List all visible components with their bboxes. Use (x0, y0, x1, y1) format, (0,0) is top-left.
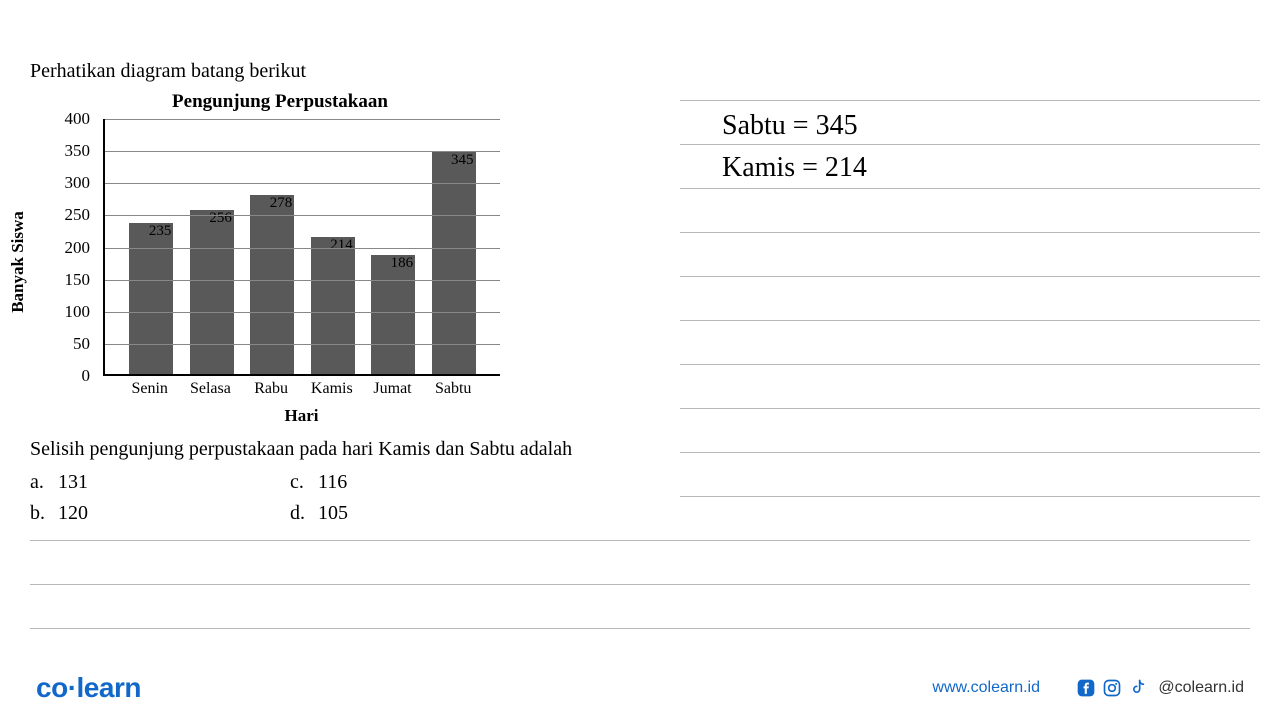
tiktok-icon (1128, 678, 1148, 698)
bar-chart: Banyak Siswa 050100150200250300350400 23… (30, 119, 500, 404)
bar: 345 (432, 152, 476, 374)
ruled-line (680, 232, 1260, 233)
option-a-value: 131 (58, 471, 88, 493)
handwritten-line-1: Sabtu = 345 (722, 110, 858, 142)
y-tick: 50 (55, 334, 90, 354)
bar: 214 (311, 237, 355, 374)
x-tick: Rabu (249, 376, 293, 404)
bar: 256 (190, 210, 234, 374)
y-tick: 100 (55, 302, 90, 322)
ruled-line (680, 364, 1260, 365)
handwritten-line-2: Kamis = 214 (722, 152, 867, 184)
page-rule (30, 540, 1250, 541)
bar: 278 (250, 195, 294, 374)
bar-value-label: 214 (330, 237, 353, 254)
y-tick: 250 (55, 205, 90, 225)
option-b-value: 120 (58, 502, 88, 524)
y-tick: 200 (55, 238, 90, 258)
ruled-line (680, 320, 1260, 321)
ruled-line (680, 276, 1260, 277)
gridline (105, 119, 500, 120)
answer-options: a.131 c.116 b.120 d.105 (30, 471, 640, 525)
ruled-line (680, 496, 1260, 497)
gridline (105, 248, 500, 249)
y-tick: 150 (55, 270, 90, 290)
bar-value-label: 235 (149, 223, 172, 240)
gridline (105, 280, 500, 281)
gridline (105, 312, 500, 313)
bar-value-label: 278 (270, 195, 293, 212)
option-a: a.131 (30, 471, 290, 494)
y-tick: 400 (55, 109, 90, 129)
instruction-text: Perhatikan diagram batang berikut (30, 60, 640, 83)
social-links: @colearn.id (1076, 678, 1244, 698)
ruled-line (680, 452, 1260, 453)
y-tick: 300 (55, 173, 90, 193)
question-text: Selisih pengunjung perpustakaan pada har… (30, 438, 640, 461)
bar-value-label: 186 (391, 255, 414, 272)
x-tick: Selasa (188, 376, 232, 404)
footer: co·learn www.colearn.id @colearn.id (0, 656, 1280, 720)
ruled-line (680, 408, 1260, 409)
page-rule (30, 584, 1250, 585)
social-handle: @colearn.id (1158, 679, 1244, 697)
logo-part-1: co (36, 672, 68, 703)
instagram-icon (1102, 678, 1122, 698)
notes-area: Sabtu = 345 Kamis = 214 (660, 0, 1280, 620)
gridline (105, 183, 500, 184)
bar-value-label: 345 (451, 152, 474, 169)
option-d: d.105 (290, 502, 550, 525)
ruled-line (680, 188, 1260, 189)
option-b: b.120 (30, 502, 290, 525)
ruled-line (680, 100, 1260, 101)
bar-value-label: 256 (209, 210, 232, 227)
option-c: c.116 (290, 471, 550, 494)
gridline (105, 344, 500, 345)
x-tick: Jumat (371, 376, 415, 404)
x-tick: Kamis (310, 376, 354, 404)
x-axis-label: Hari (103, 406, 500, 426)
x-tick: Senin (128, 376, 172, 404)
option-c-value: 116 (318, 471, 347, 493)
y-tick: 350 (55, 141, 90, 161)
facebook-icon (1076, 678, 1096, 698)
chart-title: Pengunjung Perpustakaan (85, 91, 475, 113)
brand-logo: co·learn (36, 672, 141, 704)
logo-part-2: learn (77, 672, 141, 703)
gridline (105, 215, 500, 216)
bar: 235 (129, 223, 173, 374)
x-tick: Sabtu (431, 376, 475, 404)
y-tick: 0 (55, 366, 90, 386)
bar: 186 (371, 255, 415, 375)
ruled-line (680, 144, 1260, 145)
page-rule (30, 628, 1250, 629)
gridline (105, 151, 500, 152)
footer-url: www.colearn.id (932, 679, 1040, 697)
option-d-value: 105 (318, 502, 348, 524)
y-axis-label: Banyak Siswa (8, 211, 28, 313)
